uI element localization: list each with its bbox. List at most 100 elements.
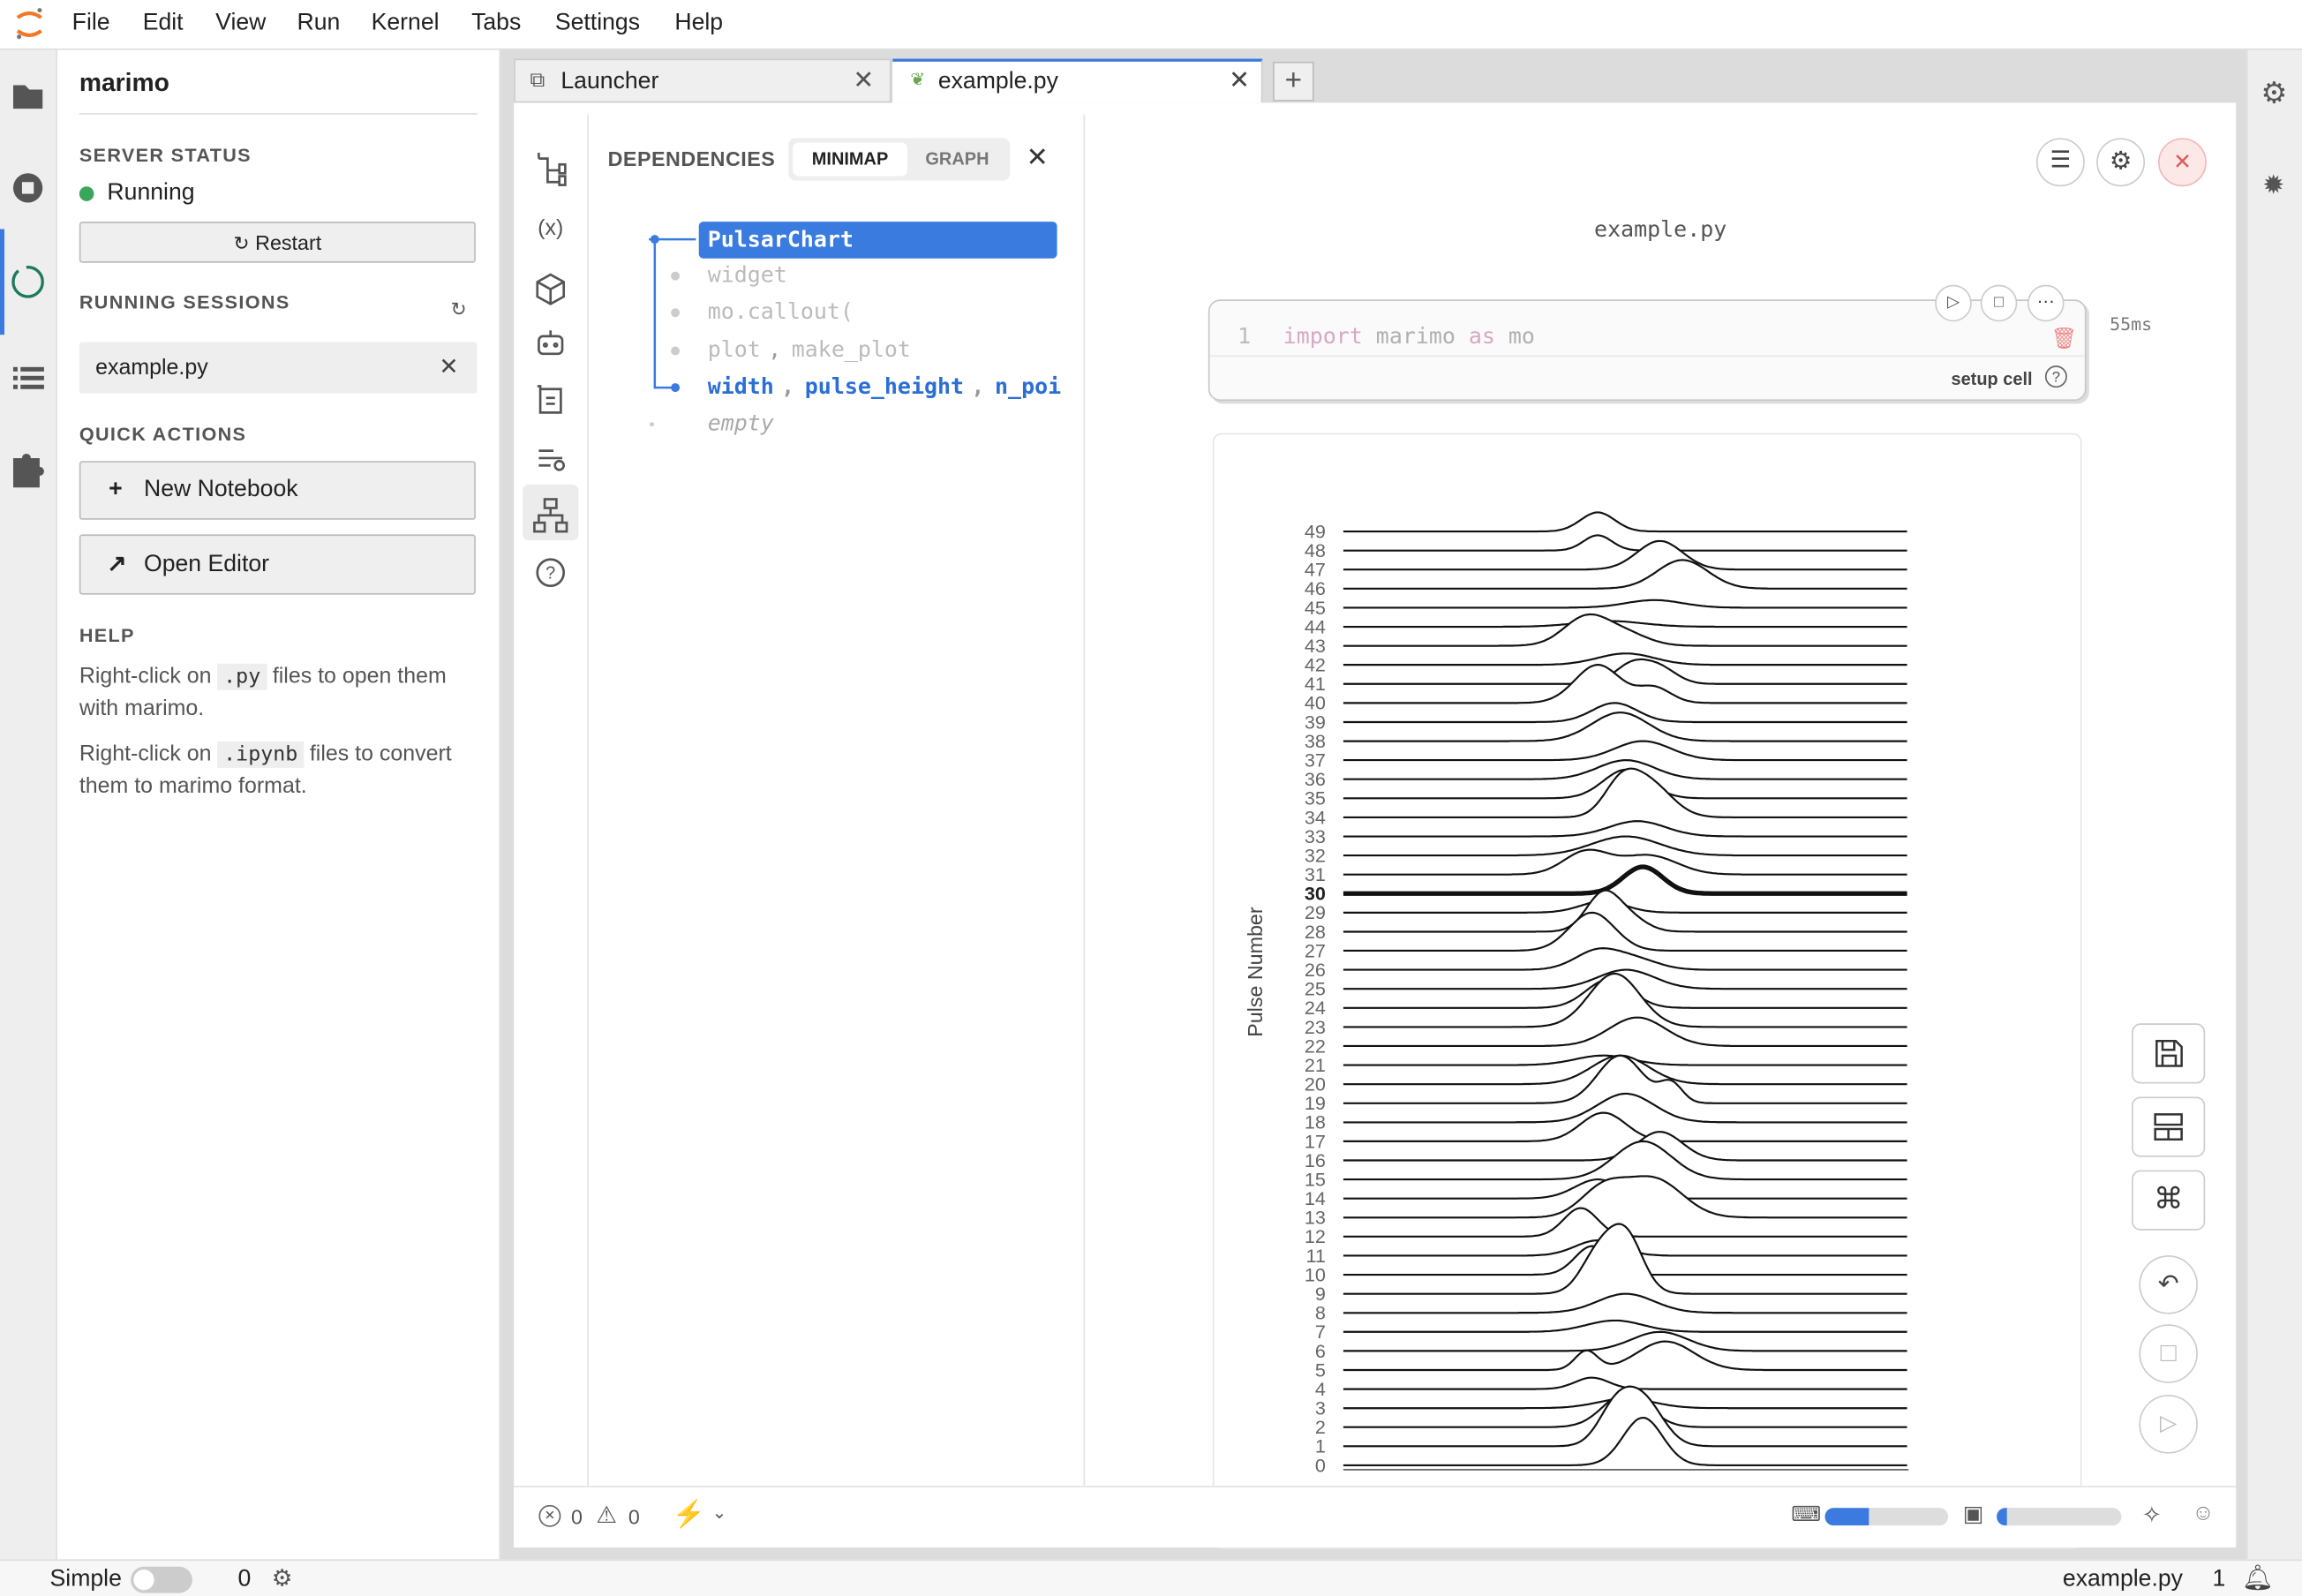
pulse-line (1343, 820, 1907, 838)
jupyter-logo (16, 8, 42, 40)
close-panel[interactable]: ✕ (1026, 142, 1049, 172)
activity-bar (0, 49, 57, 1560)
view-toggle: MINIMAP GRAPH (788, 138, 1011, 181)
dependency-item[interactable]: plot, make_plot (708, 336, 911, 363)
run-cell[interactable]: ▷ (1935, 284, 1972, 322)
line-number: 1 (1238, 322, 1252, 350)
debugger-icon[interactable]: ✹ (2262, 169, 2285, 200)
pulse-line (1343, 511, 1907, 533)
error-count: 0 (571, 1504, 583, 1529)
cell-menu[interactable]: ··· (2027, 284, 2065, 322)
pulse-fill (1343, 1418, 1909, 1469)
session-item[interactable]: example.py ✕ (79, 342, 478, 394)
y-tick-label: 19 (1305, 1092, 1326, 1114)
y-tick-label: 47 (1305, 559, 1326, 581)
run-all-button[interactable]: ▷ (2139, 1395, 2198, 1454)
dependency-item[interactable]: width, pulse_height, n_poi (708, 373, 1061, 399)
toggle-knob (133, 1570, 154, 1591)
help-icon[interactable]: ? (2044, 365, 2067, 388)
pulse-line (1343, 664, 1907, 704)
y-tick-label: 35 (1305, 787, 1326, 809)
copilot-icon[interactable]: ☺ (2192, 1500, 2215, 1526)
settings-button[interactable]: ⚙ (2096, 138, 2146, 187)
pulse-fill (1343, 1141, 1909, 1183)
pulse-fill (1343, 890, 1909, 935)
pulse-fill (1343, 973, 1909, 1030)
pulse-line (1343, 1111, 1907, 1142)
pulse-line (1343, 658, 1907, 685)
pulse-line (1343, 534, 1907, 552)
y-tick-label: 38 (1305, 730, 1326, 752)
refresh-icon[interactable]: ↻ (450, 297, 467, 320)
tab[interactable]: ⧉ Launcher ✕ (514, 58, 891, 103)
menu-item[interactable]: Edit (142, 10, 184, 35)
bell-icon[interactable]: 🔔︎ (2241, 1563, 2274, 1592)
pulse-line (1343, 1330, 1907, 1352)
pulse-line (1343, 539, 1907, 571)
pulse-fill (1343, 599, 1909, 611)
dependency-tree-lines (649, 235, 696, 427)
restart-button[interactable]: ↻ Restart (79, 222, 476, 263)
y-tick-label: 37 (1305, 749, 1326, 772)
menu-item[interactable]: Tabs (471, 10, 522, 35)
close-session[interactable]: ✕ (439, 355, 459, 380)
dependency-name: plot (707, 335, 761, 363)
new-notebook-button[interactable]: + New Notebook (79, 461, 476, 520)
reactivity-icon[interactable]: ⚡ (672, 1499, 706, 1529)
menu-item[interactable]: File (71, 10, 110, 35)
pulse-fill (1343, 768, 1909, 821)
undo-button[interactable]: ↶ (2139, 1255, 2198, 1314)
dependency-name: empty (707, 410, 774, 436)
open-editor-button[interactable]: ↗ Open Editor (79, 534, 476, 595)
interrupt-button[interactable]: □ (2139, 1324, 2198, 1383)
tab-close[interactable]: ✕ (853, 65, 875, 94)
dependency-item[interactable]: empty (708, 410, 774, 436)
help-text: Right-click on .ipynb files to convert t… (79, 739, 491, 802)
memory-bar (1824, 1508, 1949, 1526)
stop-cell[interactable]: □ (1980, 284, 2018, 322)
y-tick-label: 39 (1305, 711, 1326, 733)
pulsar-chart: Pulse Number4948474645444342414039383736… (1244, 511, 1909, 1476)
pulse-fill (1343, 712, 1909, 744)
tab-label: Launcher (560, 69, 659, 94)
pulse-line (1343, 889, 1907, 933)
property-inspector-icon[interactable]: ⚙ (2261, 78, 2288, 110)
pulse-line (1343, 968, 1907, 990)
command-button[interactable]: ⌘ (2132, 1170, 2206, 1231)
dependency-item[interactable]: widget (708, 261, 787, 288)
shutdown-button[interactable]: ✕ (2158, 138, 2207, 187)
dependency-item[interactable]: mo.callout( (708, 298, 854, 325)
pulse-line (1343, 1416, 1907, 1467)
y-tick-label: 12 (1305, 1225, 1326, 1247)
cpu-fill (1997, 1508, 2007, 1526)
pulse-fill (1343, 1331, 1909, 1354)
menu-item[interactable]: Run (297, 10, 341, 35)
button-label: New Notebook (144, 477, 298, 502)
pulse-fill (1343, 535, 1909, 553)
toggle-graph[interactable]: GRAPH (909, 142, 1006, 176)
dependency-name: mo.callout( (707, 297, 854, 325)
menu-item[interactable]: View (215, 10, 267, 35)
section-title: RUNNING SESSIONS (79, 290, 290, 313)
keyboard-icon: ⌨ (1791, 1502, 1821, 1526)
chevron[interactable]: ⌄ (711, 1502, 727, 1523)
tab-active[interactable]: ❦ example.py ✕ (892, 58, 1263, 103)
save-button[interactable] (2132, 1023, 2206, 1084)
cell-output (1212, 433, 2082, 1549)
new-tab-button[interactable]: + (1273, 61, 1314, 102)
mode-toggle[interactable] (131, 1566, 192, 1593)
tab-close[interactable]: ✕ (1229, 65, 1250, 94)
pulse-line (1343, 1175, 1907, 1219)
pulse-line (1343, 767, 1907, 819)
dependency-item[interactable]: PulsarChart (698, 222, 1057, 259)
toggle-minimap[interactable]: MINIMAP (793, 142, 907, 177)
menu-item[interactable]: Settings (554, 10, 641, 35)
menu-button[interactable]: ☰ (2035, 138, 2085, 187)
layout-button[interactable] (2132, 1096, 2206, 1157)
menu-item[interactable]: Help (674, 10, 724, 35)
menu-item[interactable]: Kernel (371, 10, 440, 35)
y-tick-label: 27 (1305, 939, 1326, 961)
ai-icon[interactable]: ✧ (2141, 1503, 2163, 1529)
delete-icon[interactable]: 🗑 (2050, 326, 2078, 350)
